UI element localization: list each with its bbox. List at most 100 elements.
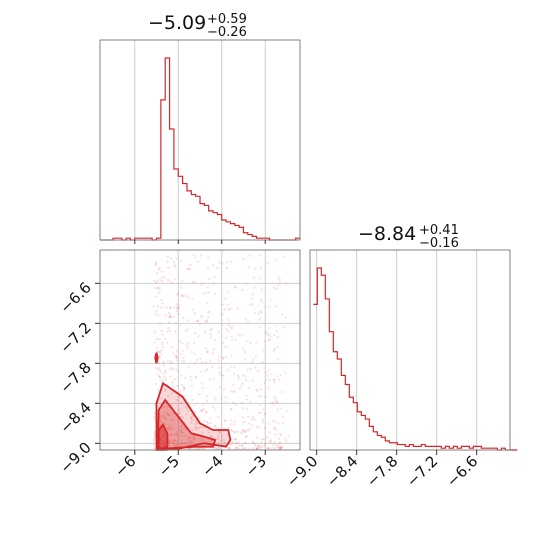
- tick-param-2-y-label: −6.6: [56, 278, 94, 316]
- sample-point: [167, 395, 170, 398]
- sample-point: [279, 432, 282, 435]
- sample-point: [251, 424, 254, 427]
- sample-point: [223, 388, 226, 391]
- sample-point: [204, 320, 207, 323]
- sample-point: [200, 316, 204, 319]
- sample-point: [169, 306, 172, 309]
- sample-point: [181, 349, 184, 352]
- sample-point: [167, 321, 171, 324]
- sample-point: [181, 439, 184, 442]
- sample-point: [279, 447, 282, 450]
- sample-point: [274, 397, 277, 400]
- sample-point: [244, 358, 247, 361]
- sample-point: [273, 378, 276, 381]
- sample-point: [153, 341, 156, 344]
- sample-point: [258, 395, 261, 398]
- sample-point: [276, 408, 279, 411]
- sample-point: [241, 374, 245, 377]
- sample-point: [168, 367, 172, 370]
- sample-point: [252, 358, 255, 361]
- sample-point: [221, 323, 224, 326]
- sample-point: [158, 362, 161, 365]
- sample-point: [166, 359, 169, 362]
- sample-point: [274, 258, 277, 261]
- sample-point: [155, 262, 158, 265]
- sample-point: [240, 385, 243, 388]
- sample-point: [187, 436, 190, 439]
- sample-point: [209, 329, 212, 332]
- sample-point: [269, 441, 272, 444]
- sample-point: [201, 409, 204, 412]
- sample-point: [247, 447, 250, 450]
- sample-point: [256, 436, 259, 439]
- sample-point: [192, 438, 195, 441]
- sample-point: [190, 416, 193, 419]
- title-param-1-upper: +0.59: [207, 12, 247, 27]
- sample-point: [168, 433, 171, 436]
- sample-point: [232, 383, 235, 386]
- sample-point: [197, 260, 200, 263]
- sample-point: [158, 423, 161, 427]
- sample-point: [197, 416, 200, 419]
- sample-point: [165, 306, 168, 309]
- sample-point: [244, 350, 247, 353]
- sample-point: [175, 349, 179, 352]
- sample-point: [251, 440, 255, 443]
- sample-point: [220, 435, 223, 438]
- sample-point: [276, 445, 279, 448]
- sample-point: [169, 316, 172, 319]
- sample-point: [237, 441, 240, 444]
- sample-point: [257, 370, 260, 373]
- sample-point: [194, 312, 197, 315]
- sample-point: [210, 327, 213, 330]
- sample-point: [201, 382, 204, 385]
- sample-point: [163, 414, 166, 417]
- sample-point: [277, 276, 280, 279]
- sample-point: [155, 310, 158, 313]
- sample-point: [166, 405, 169, 408]
- sample-point: [166, 330, 169, 333]
- sample-point: [199, 357, 202, 360]
- tick-param-2-x-label: −6.6: [443, 452, 481, 490]
- sample-point: [267, 368, 270, 371]
- sample-point: [153, 415, 156, 418]
- sample-point: [260, 311, 263, 314]
- sample-point: [154, 264, 157, 267]
- sample-point: [194, 426, 197, 429]
- sample-point: [168, 427, 171, 430]
- sample-point: [167, 426, 170, 430]
- sample-point: [172, 444, 175, 447]
- sample-point: [174, 433, 177, 436]
- sample-point: [205, 368, 209, 371]
- sample-point: [175, 310, 178, 313]
- sample-point: [156, 279, 160, 282]
- sample-point: [256, 388, 259, 391]
- sample-point: [224, 297, 227, 300]
- sample-point: [183, 360, 186, 363]
- title-param-2-median: −8.84: [358, 223, 416, 245]
- sample-point: [244, 375, 247, 378]
- sample-point: [190, 417, 193, 420]
- sample-point: [193, 404, 196, 407]
- sample-point: [206, 286, 209, 289]
- sample-point: [271, 401, 274, 404]
- sample-point: [179, 390, 182, 393]
- sample-point: [279, 447, 282, 450]
- sample-point: [283, 325, 286, 328]
- sample-point: [191, 308, 194, 312]
- sample-point: [212, 282, 215, 285]
- sample-point: [175, 444, 178, 447]
- sample-point: [229, 447, 232, 450]
- sample-point: [182, 295, 185, 298]
- sample-point: [179, 415, 182, 418]
- sample-point: [205, 302, 209, 305]
- sample-point: [251, 447, 254, 450]
- sample-point: [238, 444, 241, 447]
- sample-point: [241, 407, 244, 410]
- sample-point: [273, 379, 276, 382]
- sample-point: [209, 422, 212, 425]
- sample-point: [274, 420, 277, 423]
- sample-point: [170, 434, 173, 438]
- sample-point: [157, 388, 160, 392]
- sample-point: [184, 329, 188, 332]
